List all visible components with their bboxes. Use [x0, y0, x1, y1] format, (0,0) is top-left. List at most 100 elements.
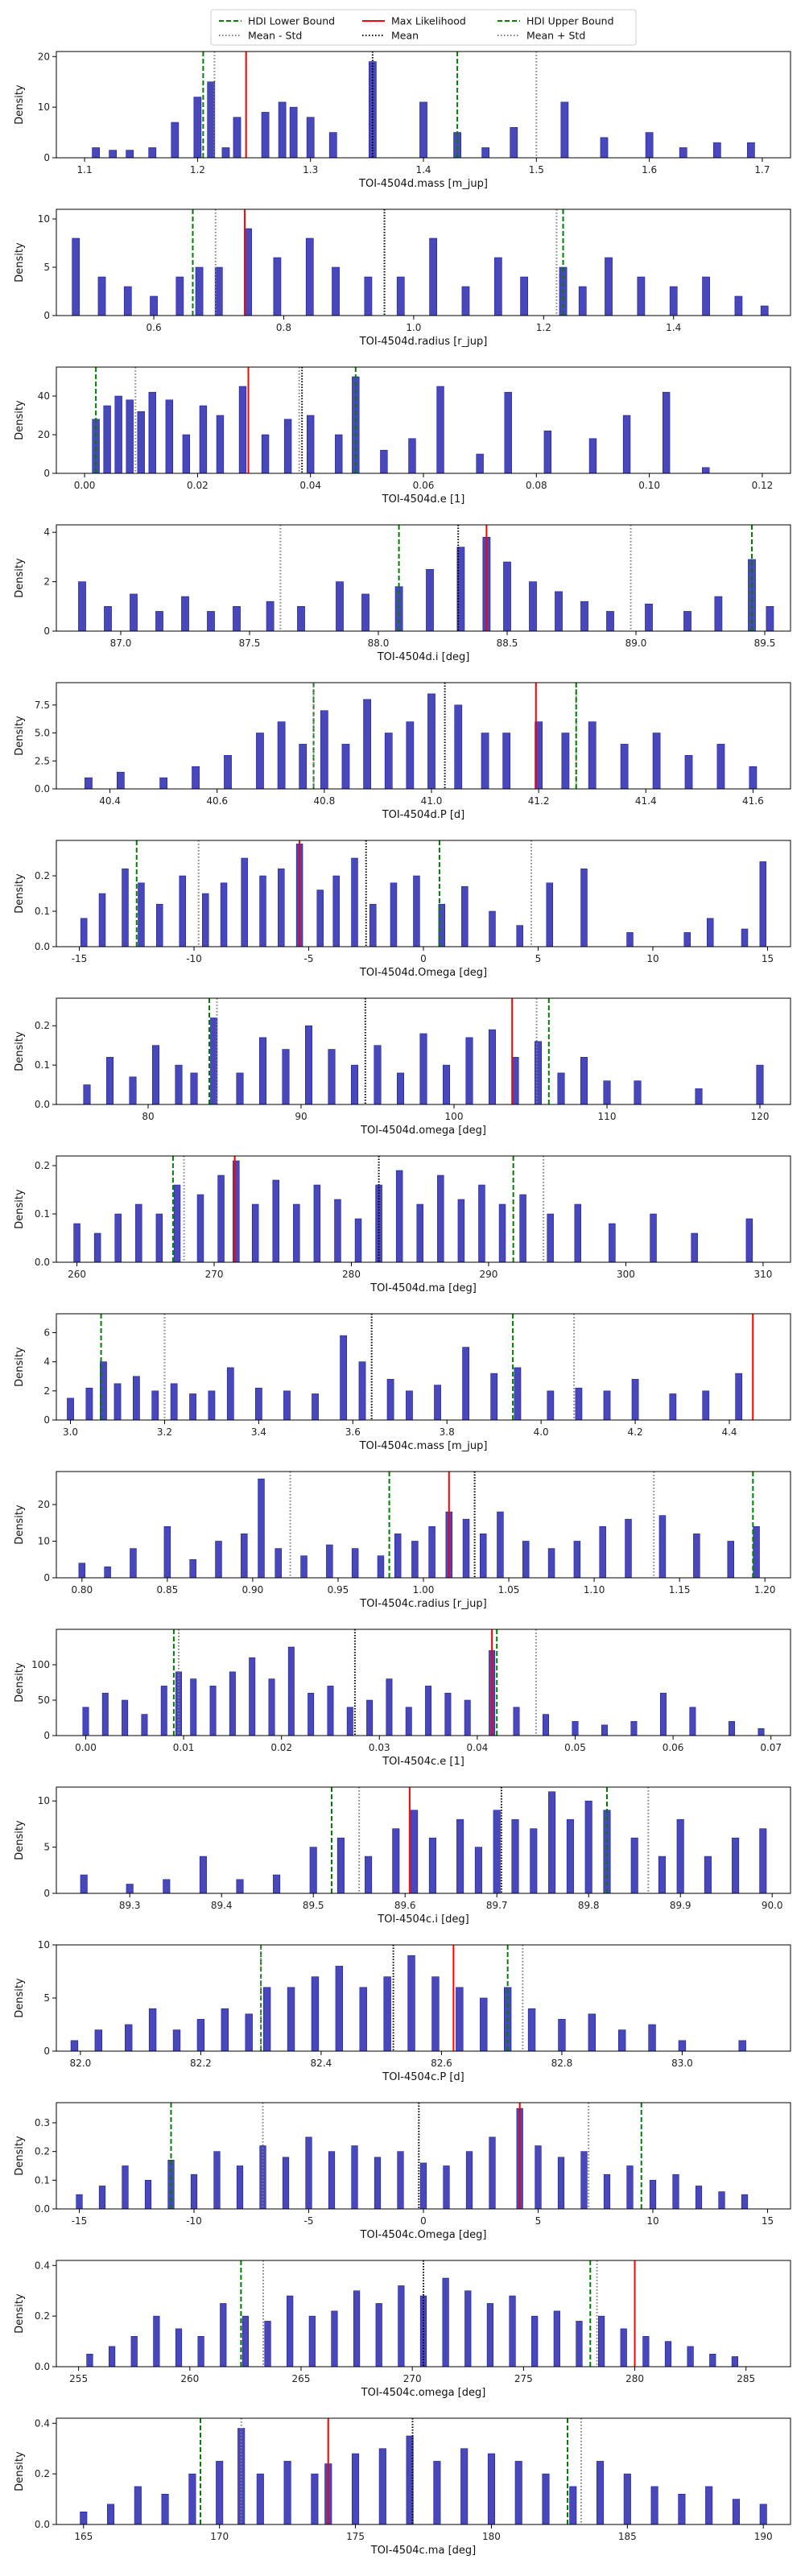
histogram-bar — [693, 1534, 700, 1579]
histogram-bar — [631, 1379, 639, 1421]
histogram-bar — [386, 1678, 393, 1736]
histogram-bar — [406, 721, 415, 790]
x-tick-label: 0.04 — [299, 480, 321, 491]
y-tick-label: 0.0 — [35, 1257, 50, 1268]
histogram-bar — [520, 276, 528, 316]
x-tick-label: 1.2 — [536, 322, 551, 333]
histogram-bar — [258, 1478, 265, 1579]
histogram-bar — [369, 903, 377, 947]
histogram-panel-4: 87.0 87.5 88.0 88.5 89.0 89.5 0 2 4 TOI-4504d.i [… — [14, 524, 791, 663]
histogram-bar — [378, 2448, 386, 2525]
histogram-bar — [687, 2346, 694, 2368]
histogram-bar — [196, 2019, 205, 2052]
histogram-bar — [546, 882, 553, 947]
histogram-bar — [650, 2486, 658, 2525]
x-tick-label: 260 — [68, 1269, 86, 1280]
histogram-bar — [480, 1997, 488, 2052]
y-tick-label: 4 — [43, 1356, 50, 1368]
histogram-bar — [669, 1393, 677, 1421]
y-tick-label: 0 — [43, 468, 50, 479]
y-tick-label: 0.2 — [35, 2146, 50, 2157]
histogram-bar — [714, 596, 723, 632]
x-tick-label: 1.00 — [413, 1584, 435, 1596]
histogram-bar — [175, 276, 184, 316]
histogram-bar — [679, 147, 687, 159]
histogram-bar — [93, 1232, 101, 1263]
histogram-panel-2: 0.6 0.8 1.0 1.2 1.4 0 5 10 TOI-4504d.radius [r_j… — [14, 208, 791, 348]
histogram-bar — [474, 1847, 482, 1894]
histogram-bar — [199, 405, 208, 474]
x-tick-label: 1.10 — [584, 1584, 605, 1596]
histogram-panels: 1.1 1.2 1.3 1.4 1.5 1.6 1.701020TOI-4504d.mass… — [14, 51, 791, 2557]
histogram-bar — [255, 1387, 262, 1421]
histogram-bar — [436, 386, 444, 474]
histogram-bar — [683, 932, 691, 947]
histogram-bar — [78, 581, 86, 632]
histogram-bar — [504, 391, 512, 474]
histogram-bar — [392, 1828, 400, 1894]
x-axis-title: TOI-4504d.omega [deg] — [360, 1125, 486, 1137]
histogram-bar — [238, 386, 247, 474]
histogram-bar — [476, 453, 484, 474]
histogram-bar — [380, 449, 388, 474]
y-axis-title: Density — [14, 1189, 26, 1229]
histogram-bar — [747, 142, 755, 159]
histogram-bar — [600, 137, 609, 159]
histogram-bar — [419, 2162, 427, 2210]
histogram-bar — [542, 2473, 550, 2525]
histogram-bar — [503, 561, 511, 632]
y-tick-label: 5.0 — [35, 728, 50, 739]
histogram-bar — [597, 2461, 605, 2525]
histogram-bar — [620, 2328, 627, 2368]
plot-frame — [56, 2417, 791, 2525]
histogram-bar — [519, 1194, 526, 1263]
histogram-bar — [129, 1076, 137, 1105]
y-tick-label: 20 — [38, 429, 50, 440]
histogram-bar — [684, 755, 693, 790]
histogram-panel-12: 89.3 89.4 89.5 89.6 89.7 89.8 89.9 90.0 0 5 10 TOI-… — [14, 1786, 791, 1926]
histogram-bar — [278, 101, 287, 159]
histogram-bar — [305, 237, 314, 316]
x-tick-label: 87.5 — [239, 638, 261, 649]
y-tick-label: 0.0 — [35, 1099, 50, 1110]
y-axis-title: Density — [14, 2293, 26, 2334]
histogram-bar — [364, 276, 373, 316]
legend-frame — [210, 9, 637, 46]
y-tick-label: 10 — [38, 1795, 50, 1806]
histogram-bar — [332, 266, 340, 316]
histogram-bar — [759, 861, 767, 947]
x-tick-label: 15 — [762, 2215, 774, 2227]
histogram-bar — [758, 1728, 765, 1736]
x-tick-label: -10 — [186, 2215, 202, 2227]
y-tick-label: 0.0 — [35, 2519, 50, 2530]
x-tick-label: 1.15 — [669, 1584, 691, 1596]
histogram-bar — [603, 2174, 611, 2210]
histogram-bar — [268, 1678, 275, 1736]
histogram-bar — [413, 875, 420, 947]
histogram-bar — [233, 606, 241, 632]
histogram-bar — [374, 2157, 382, 2210]
y-tick-label: 0 — [43, 1414, 50, 1426]
histogram-bar — [331, 2310, 338, 2368]
histogram-bar — [83, 1084, 91, 1105]
histogram-bar — [732, 2499, 740, 2525]
histogram-bar — [133, 1376, 140, 1421]
x-tick-label: 82.0 — [70, 2058, 92, 2069]
histogram-bar — [313, 1184, 321, 1263]
histogram-bar — [172, 2029, 181, 2052]
histogram-bar — [457, 1199, 465, 1263]
y-axis-title: Density — [14, 400, 26, 440]
histogram-bar — [173, 1184, 181, 1263]
histogram-bar — [428, 1837, 436, 1894]
x-tick-label: 88.0 — [368, 638, 390, 649]
histogram-bar — [695, 2186, 703, 2210]
x-tick-label: 0.8 — [276, 322, 291, 333]
x-tick-label: 90.0 — [762, 1900, 783, 1911]
plot-frame — [56, 1629, 791, 1736]
y-axis-title: Density — [14, 85, 26, 125]
x-tick-label: 5 — [535, 2215, 542, 2227]
histogram-bar — [658, 1515, 667, 1579]
histogram-bar — [630, 1721, 638, 1736]
histogram-bar — [760, 305, 769, 316]
histogram-bar — [109, 150, 118, 159]
